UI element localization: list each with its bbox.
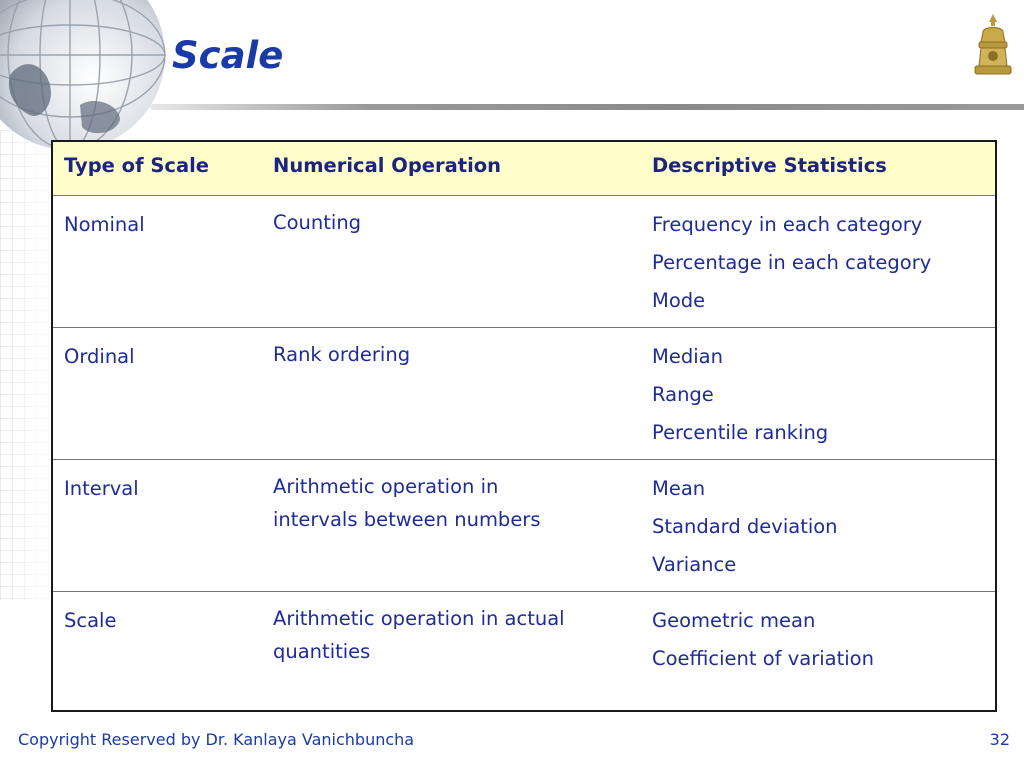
table-row-scale: Scale Arithmetic operation in actual qua… bbox=[53, 592, 995, 710]
operation-cell: Arithmetic operation in actual bbox=[273, 607, 565, 630]
statistic-item: Mean bbox=[652, 477, 706, 500]
statistic-item: Mode bbox=[652, 289, 706, 312]
statistic-item: Percentile ranking bbox=[652, 421, 829, 444]
statistic-item: Median bbox=[652, 345, 723, 368]
operation-cell: intervals between numbers bbox=[273, 508, 541, 531]
table-row-nominal: Nominal Counting Frequency in each categ… bbox=[53, 196, 995, 328]
table-row-interval: Interval Arithmetic operation in interva… bbox=[53, 460, 995, 592]
scale-type-cell: Interval bbox=[64, 477, 139, 500]
statistic-item: Geometric mean bbox=[652, 609, 816, 632]
statistic-item: Standard deviation bbox=[652, 515, 838, 538]
copyright-footer: Copyright Reserved by Dr. Kanlaya Vanich… bbox=[18, 730, 415, 749]
scale-table: Type of Scale Numerical Operation Descri… bbox=[51, 140, 997, 712]
globe-icon bbox=[0, 0, 166, 151]
operation-cell: Rank ordering bbox=[273, 343, 411, 366]
slide-title: Scale bbox=[172, 34, 284, 77]
statistic-item: Percentage in each category bbox=[652, 251, 932, 274]
header-descriptive-statistics: Descriptive Statistics bbox=[652, 154, 887, 177]
title-divider bbox=[150, 104, 1024, 110]
operation-cell: quantities bbox=[273, 640, 371, 663]
table-row-ordinal: Ordinal Rank ordering Median Range Perce… bbox=[53, 328, 995, 460]
scale-type-cell: Scale bbox=[64, 609, 117, 632]
statistic-item: Frequency in each category bbox=[652, 213, 923, 236]
university-seal-icon bbox=[974, 14, 1012, 75]
operation-cell: Counting bbox=[273, 211, 362, 234]
background-grid-decoration bbox=[0, 130, 60, 600]
statistic-item: Coefficient of variation bbox=[652, 647, 874, 670]
page-number: 32 bbox=[989, 730, 1010, 749]
header-type-of-scale: Type of Scale bbox=[64, 154, 210, 177]
operation-cell: Arithmetic operation in bbox=[273, 475, 499, 498]
header-numerical-operation: Numerical Operation bbox=[273, 154, 502, 177]
scale-type-cell: Nominal bbox=[64, 213, 145, 236]
statistic-item: Variance bbox=[652, 553, 737, 576]
table-header-row: Type of Scale Numerical Operation Descri… bbox=[53, 142, 995, 196]
statistic-item: Range bbox=[652, 383, 714, 406]
scale-type-cell: Ordinal bbox=[64, 345, 135, 368]
